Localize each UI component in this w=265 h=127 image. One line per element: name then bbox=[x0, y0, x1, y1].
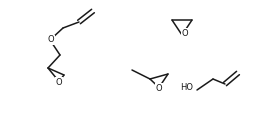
Text: O: O bbox=[48, 36, 54, 44]
Text: O: O bbox=[156, 84, 162, 93]
Text: O: O bbox=[182, 28, 188, 37]
Text: HO: HO bbox=[180, 83, 193, 92]
Text: O: O bbox=[56, 78, 62, 87]
